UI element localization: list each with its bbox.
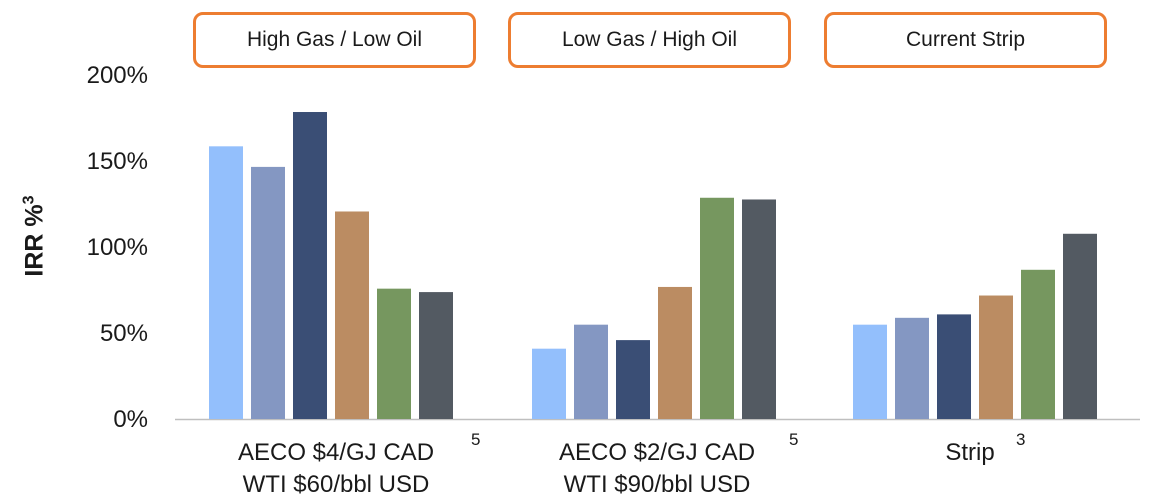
footnote-marker: 5 xyxy=(471,430,481,449)
bar-group2-series1 xyxy=(532,348,566,419)
bar-group1-series6 xyxy=(419,292,453,419)
bars-group xyxy=(209,112,1097,419)
bar-group2-series2 xyxy=(574,324,608,419)
x-category-label: AECO $2/GJ CAD WTI $90/bbl USD xyxy=(537,437,777,501)
scenario-low-gas-high-oil: Low Gas / High Oil xyxy=(508,12,791,68)
bar-group1-series2 xyxy=(251,166,285,419)
scenario-current-strip: Current Strip xyxy=(824,12,1107,68)
bar-group3-series2 xyxy=(895,317,929,419)
bar-group2-series6 xyxy=(742,199,776,419)
footnote-marker: 3 xyxy=(1016,430,1026,449)
bar-group2-series4 xyxy=(658,286,692,419)
y-tick-label: 100% xyxy=(86,234,148,261)
bar-group2-series5 xyxy=(700,197,734,419)
y-tick-label: 0% xyxy=(113,406,148,433)
y-tick-label: 50% xyxy=(99,320,148,347)
category-line-1: AECO $2/GJ CAD xyxy=(558,439,756,466)
y-axis-title: IRR %3 xyxy=(20,195,49,277)
scenario-label: High Gas / Low Oil xyxy=(246,28,423,51)
bar-group1-series3 xyxy=(293,112,327,419)
category-line-1: AECO $4/GJ CAD xyxy=(237,439,435,466)
bar-group1-series5 xyxy=(377,288,411,419)
bar-group1-series4 xyxy=(335,211,369,419)
bar-group3-series3 xyxy=(937,314,971,419)
bar-group3-series4 xyxy=(979,295,1013,419)
bar-group3-series5 xyxy=(1021,269,1055,419)
bar-group3-series1 xyxy=(853,324,887,419)
scenario-high-gas-low-oil: High Gas / Low Oil xyxy=(193,12,476,68)
bar-group1-series1 xyxy=(209,146,243,419)
x-category-label: Strip xyxy=(930,437,1010,469)
category-line-1: Strip xyxy=(945,439,995,466)
y-tick-label: 200% xyxy=(86,62,148,89)
category-line-2: WTI $90/bbl USD xyxy=(563,471,751,498)
bar-group3-series6 xyxy=(1063,233,1097,419)
scenario-label: Current Strip xyxy=(905,28,1026,51)
footnote-marker: 5 xyxy=(789,430,799,449)
category-line-2: WTI $60/bbl USD xyxy=(242,471,430,498)
bar-group2-series3 xyxy=(616,340,650,419)
x-category-label: AECO $4/GJ CAD WTI $60/bbl USD xyxy=(216,437,456,501)
scenario-label: Low Gas / High Oil xyxy=(561,28,738,51)
y-tick-label: 150% xyxy=(86,148,148,175)
